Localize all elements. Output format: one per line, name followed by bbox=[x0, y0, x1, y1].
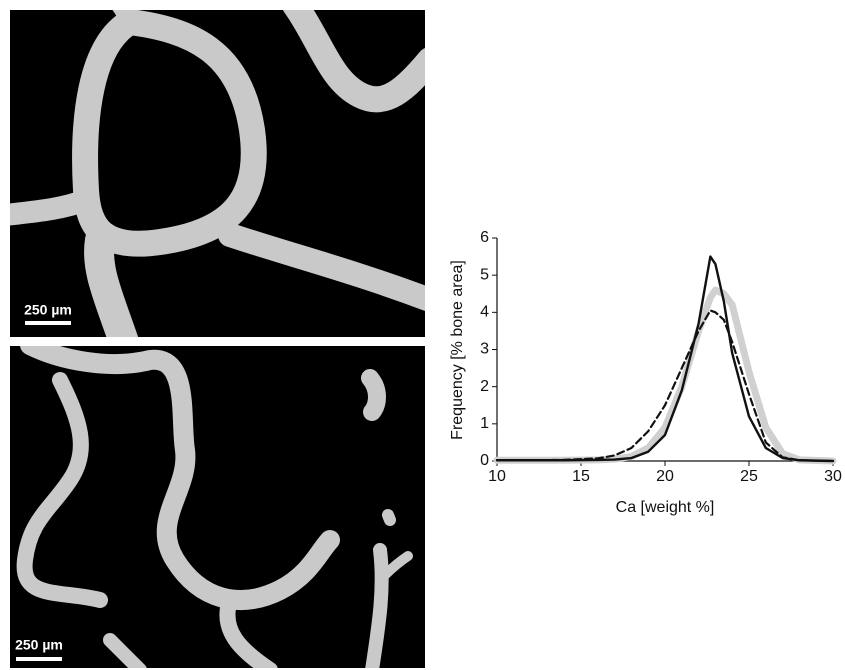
x-tick-label: 20 bbox=[656, 468, 674, 485]
y-tick-label: 0 bbox=[480, 452, 489, 469]
y-tick-label: 1 bbox=[480, 415, 489, 432]
series-line bbox=[495, 255, 835, 463]
micrograph-bottom: 250 µm bbox=[10, 346, 425, 668]
chart: Ca [weight %] Frequency [% bone area] 10… bbox=[449, 229, 842, 516]
x-tick-label: 15 bbox=[572, 468, 590, 485]
y-tick-label: 5 bbox=[480, 266, 489, 283]
x-tick-label: 30 bbox=[824, 468, 842, 485]
x-tick-label: 25 bbox=[740, 468, 758, 485]
micrograph-top: 250 µm bbox=[10, 10, 425, 337]
scale-label: 250 µm bbox=[24, 302, 72, 318]
y-tick-label: 3 bbox=[480, 341, 489, 358]
x-axis-label: Ca [weight %] bbox=[616, 499, 715, 516]
scale-label: 250 µm bbox=[15, 637, 63, 653]
y-tick-label: 2 bbox=[480, 378, 489, 395]
series-line bbox=[495, 309, 835, 463]
y-axis-label: Frequency [% bone area] bbox=[449, 260, 466, 440]
x-tick-label: 10 bbox=[488, 468, 506, 485]
y-tick-label: 6 bbox=[480, 229, 489, 246]
y-tick-label: 4 bbox=[480, 304, 489, 321]
